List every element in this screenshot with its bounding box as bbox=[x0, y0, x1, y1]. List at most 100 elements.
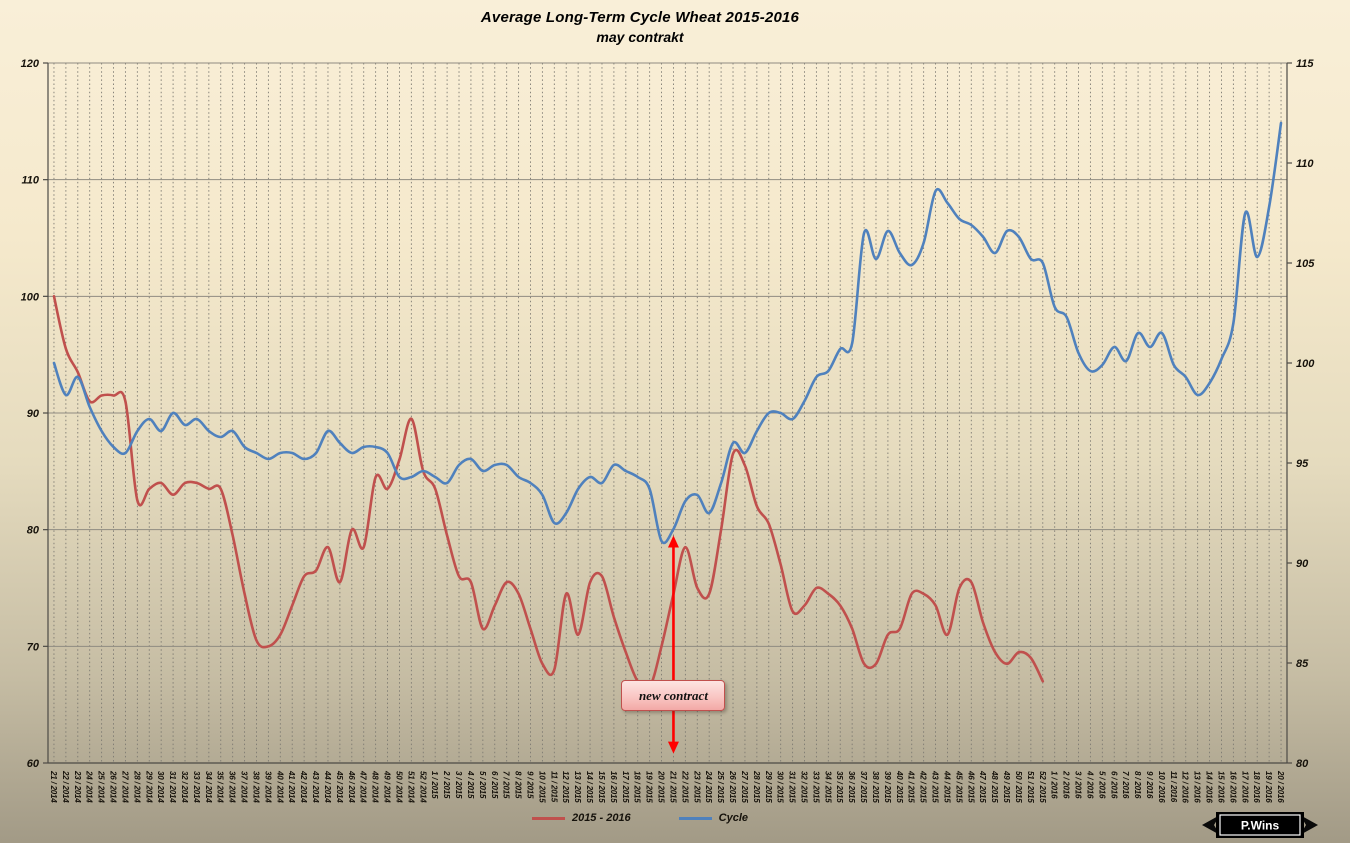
svg-text:44 / 2015: 44 / 2015 bbox=[942, 770, 951, 803]
legend-label-2015-2016: 2015 - 2016 bbox=[571, 812, 631, 824]
svg-text:115: 115 bbox=[1296, 58, 1314, 70]
svg-text:41 / 2014: 41 / 2014 bbox=[287, 770, 296, 803]
svg-text:28 / 2015: 28 / 2015 bbox=[752, 770, 761, 803]
svg-text:6 / 2016: 6 / 2016 bbox=[1109, 771, 1118, 799]
svg-text:28 / 2014: 28 / 2014 bbox=[132, 770, 141, 803]
svg-text:35 / 2014: 35 / 2014 bbox=[216, 771, 225, 803]
left-axis-labels: 60 70 80 90 100 110 120 bbox=[21, 58, 40, 770]
svg-text:24 / 2014: 24 / 2014 bbox=[85, 770, 94, 803]
annotation-callout: new contract bbox=[621, 680, 726, 711]
legend-label-cycle: Cycle bbox=[718, 812, 749, 824]
svg-text:95: 95 bbox=[1296, 458, 1309, 470]
svg-text:90: 90 bbox=[27, 408, 40, 420]
svg-text:40 / 2015: 40 / 2015 bbox=[895, 770, 904, 803]
svg-text:42 / 2014: 42 / 2014 bbox=[299, 770, 308, 803]
svg-text:50 / 2014: 50 / 2014 bbox=[394, 771, 403, 803]
svg-text:24 / 2015: 24 / 2015 bbox=[704, 770, 713, 803]
svg-text:35 / 2015: 35 / 2015 bbox=[835, 771, 844, 803]
svg-text:33 / 2015: 33 / 2015 bbox=[811, 771, 820, 803]
svg-text:105: 105 bbox=[1296, 258, 1315, 270]
svg-text:8 / 2016: 8 / 2016 bbox=[1133, 771, 1142, 799]
legend-swatch-blue bbox=[678, 816, 712, 820]
svg-text:13 / 2016: 13 / 2016 bbox=[1193, 771, 1202, 803]
svg-text:47 / 2015: 47 / 2015 bbox=[978, 770, 987, 803]
svg-text:32 / 2014: 32 / 2014 bbox=[180, 771, 189, 803]
svg-text:23 / 2014: 23 / 2014 bbox=[73, 770, 82, 803]
svg-text:80: 80 bbox=[1296, 758, 1309, 770]
svg-text:12 / 2016: 12 / 2016 bbox=[1181, 771, 1190, 803]
svg-text:46 / 2015: 46 / 2015 bbox=[966, 770, 975, 803]
ribbon-banner-icon: P.Wins bbox=[1202, 812, 1318, 838]
svg-text:40 / 2014: 40 / 2014 bbox=[275, 770, 284, 803]
svg-text:34 / 2015: 34 / 2015 bbox=[823, 771, 832, 803]
svg-text:51 / 2014: 51 / 2014 bbox=[406, 771, 415, 803]
svg-text:48 / 2014: 48 / 2014 bbox=[371, 770, 380, 803]
svg-text:49 / 2014: 49 / 2014 bbox=[383, 770, 392, 803]
svg-text:10 / 2015: 10 / 2015 bbox=[537, 771, 546, 803]
series-line-2015-2016 bbox=[52, 295, 1045, 691]
svg-text:60: 60 bbox=[27, 758, 40, 770]
svg-text:12 / 2015: 12 / 2015 bbox=[561, 771, 570, 803]
svg-text:27 / 2015: 27 / 2015 bbox=[740, 770, 749, 803]
annotation-text: new contract bbox=[638, 687, 708, 703]
svg-text:3 / 2015: 3 / 2015 bbox=[454, 771, 463, 799]
legend-item-2015-2016: 2015 - 2016 bbox=[531, 812, 631, 824]
right-axis-labels: 80 85 90 95 100 105 110 115 bbox=[1296, 58, 1315, 770]
svg-text:25 / 2015: 25 / 2015 bbox=[716, 770, 725, 803]
svg-text:23 / 2015: 23 / 2015 bbox=[692, 770, 701, 803]
pwins-logo: P.Wins bbox=[1202, 807, 1318, 841]
category-axis-labels: 21 / 2014 22 / 2014 23 / 2014 24 / 2014 25 /… bbox=[49, 770, 1285, 803]
chart-title-block: Average Long-Term Cycle Wheat 2015-2016 … bbox=[0, 9, 1280, 45]
svg-text:36 / 2015: 36 / 2015 bbox=[847, 771, 856, 803]
svg-text:37 / 2014: 37 / 2014 bbox=[240, 771, 249, 803]
svg-text:1 / 2015: 1 / 2015 bbox=[430, 771, 439, 799]
svg-text:38 / 2014: 38 / 2014 bbox=[251, 771, 260, 803]
svg-text:5 / 2015: 5 / 2015 bbox=[478, 771, 487, 799]
logo-text: P.Wins bbox=[1241, 819, 1280, 833]
svg-text:110: 110 bbox=[1296, 158, 1314, 170]
svg-text:42 / 2015: 42 / 2015 bbox=[919, 770, 928, 803]
svg-text:37 / 2015: 37 / 2015 bbox=[859, 771, 868, 803]
svg-text:20 / 2016: 20 / 2016 bbox=[1276, 770, 1285, 803]
svg-text:1 / 2016: 1 / 2016 bbox=[1050, 771, 1059, 799]
svg-text:19 / 2016: 19 / 2016 bbox=[1264, 771, 1273, 803]
chart-title: Average Long-Term Cycle Wheat 2015-2016 bbox=[480, 9, 800, 26]
svg-text:46 / 2014: 46 / 2014 bbox=[347, 770, 356, 803]
svg-text:30 / 2014: 30 / 2014 bbox=[156, 771, 165, 803]
svg-text:39 / 2014: 39 / 2014 bbox=[263, 771, 272, 803]
series-line-cycle bbox=[52, 121, 1283, 545]
svg-text:85: 85 bbox=[1296, 658, 1309, 670]
svg-text:110: 110 bbox=[21, 175, 39, 187]
svg-text:31 / 2015: 31 / 2015 bbox=[788, 771, 797, 803]
new-contract-arrow bbox=[667, 535, 679, 754]
svg-text:51 / 2015: 51 / 2015 bbox=[1026, 771, 1035, 803]
svg-text:33 / 2014: 33 / 2014 bbox=[192, 771, 201, 803]
svg-text:36 / 2014: 36 / 2014 bbox=[228, 771, 237, 803]
svg-text:48 / 2015: 48 / 2015 bbox=[990, 770, 999, 803]
svg-text:70: 70 bbox=[27, 641, 40, 653]
legend-swatch-red bbox=[531, 816, 565, 820]
svg-text:18 / 2015: 18 / 2015 bbox=[633, 771, 642, 803]
svg-text:22 / 2015: 22 / 2015 bbox=[680, 770, 689, 803]
svg-text:43 / 2014: 43 / 2014 bbox=[311, 770, 320, 803]
chart-legend: 2015 - 2016 Cycle bbox=[0, 812, 1280, 824]
svg-text:41 / 2015: 41 / 2015 bbox=[907, 770, 916, 803]
svg-text:11 / 2015: 11 / 2015 bbox=[549, 771, 558, 803]
svg-text:14 / 2016: 14 / 2016 bbox=[1205, 771, 1214, 803]
svg-text:52 / 2014: 52 / 2014 bbox=[418, 771, 427, 803]
svg-text:15 / 2015: 15 / 2015 bbox=[597, 771, 606, 803]
svg-text:18 / 2016: 18 / 2016 bbox=[1252, 771, 1261, 803]
svg-text:30 / 2015: 30 / 2015 bbox=[776, 771, 785, 803]
svg-text:31 / 2014: 31 / 2014 bbox=[168, 771, 177, 803]
svg-text:19 / 2015: 19 / 2015 bbox=[645, 771, 654, 803]
svg-text:32 / 2015: 32 / 2015 bbox=[800, 771, 809, 803]
svg-text:90: 90 bbox=[1296, 558, 1309, 570]
svg-text:29 / 2015: 29 / 2015 bbox=[764, 770, 773, 803]
svg-text:2 / 2016: 2 / 2016 bbox=[1062, 770, 1071, 799]
svg-text:16 / 2016: 16 / 2016 bbox=[1228, 771, 1237, 803]
svg-text:44 / 2014: 44 / 2014 bbox=[323, 770, 332, 803]
svg-text:39 / 2015: 39 / 2015 bbox=[883, 771, 892, 803]
svg-text:100: 100 bbox=[1296, 358, 1315, 370]
